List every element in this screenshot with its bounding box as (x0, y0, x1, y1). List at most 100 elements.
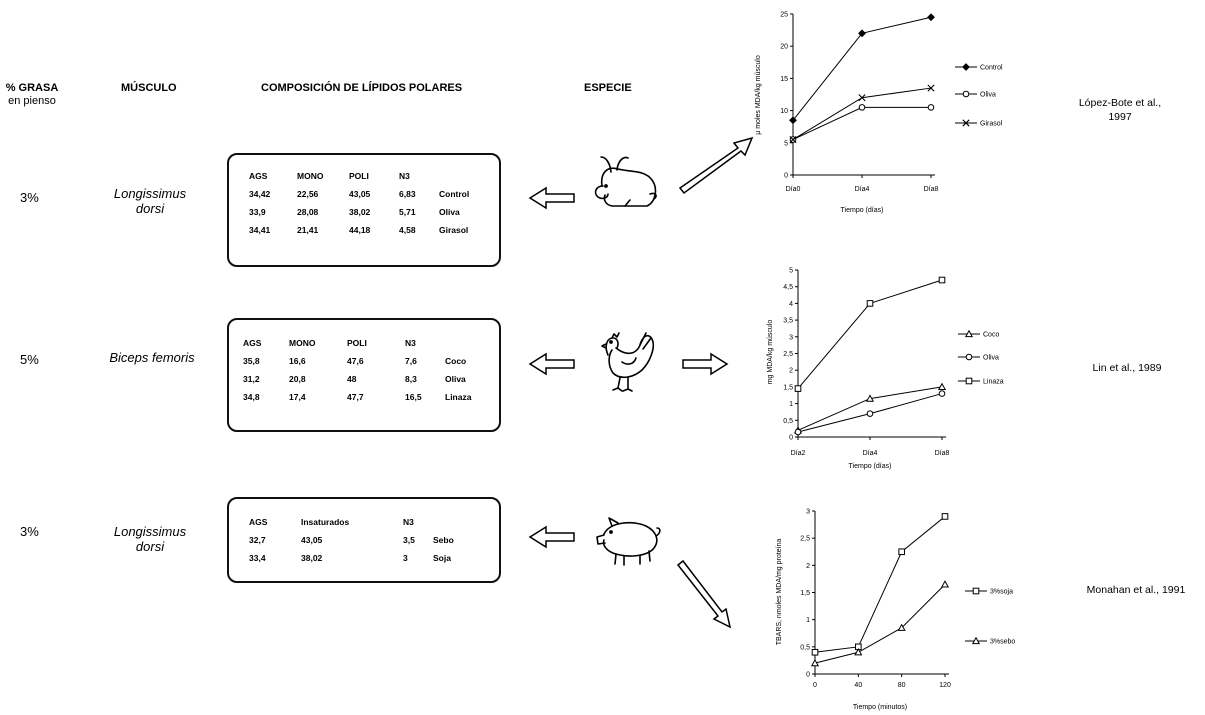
x-axis-label: Tiempo (días) (841, 207, 884, 214)
row3-musculo: Longissimus dorsi (100, 524, 200, 554)
table-header-row: AGS MONO POLI N3 (243, 334, 485, 352)
x-tick-label: Día0 (786, 186, 801, 193)
table-header-row: AGS MONO POLI N3 (249, 167, 484, 185)
legend-marker (965, 377, 973, 385)
cell: 5,71 (399, 207, 416, 217)
cell: 22,56 (297, 189, 319, 199)
col-ags: AGS (243, 338, 262, 348)
y-axis-label: mg MDA/kg músculo (767, 320, 774, 385)
reference-row2: Lin et al., 1989 (1072, 361, 1182, 375)
data-point (789, 135, 797, 144)
legend-marker (962, 90, 970, 98)
cell: 21,41 (297, 225, 319, 235)
x-tick-label: Día4 (863, 450, 878, 457)
y-tick-label: 5 (784, 140, 788, 147)
cell: 20,8 (289, 374, 306, 384)
reference-row2-line1: Lin et al., 1989 (1092, 362, 1162, 374)
y-tick-label: 0 (784, 173, 788, 180)
row1-musculo-line1: Longissimus (113, 186, 187, 201)
header-grasa: % GRASA en pienso (0, 82, 64, 108)
col-mono: MONO (289, 338, 316, 348)
cell: 7,6 (405, 356, 417, 366)
row1-musculo: Longissimus dorsi (100, 186, 200, 216)
header-grasa-sublabel: en pienso (8, 95, 56, 107)
data-point (794, 385, 802, 392)
table-row: 32,7 43,05 3,5 Sebo (249, 531, 473, 549)
table-row: 33,4 38,02 3 Soja (249, 549, 473, 567)
y-tick-label: 20 (780, 44, 788, 51)
cell: 34,8 (243, 392, 260, 402)
row2-lipid-table: AGS MONO POLI N3 35,8 16,6 47,6 7,6 Coco… (227, 318, 501, 432)
row1-grasa: 3% (20, 190, 39, 205)
cell: 44,18 (349, 225, 371, 235)
legend-label: 3%soja (990, 589, 1013, 596)
data-point (937, 382, 947, 390)
legend-marker (962, 119, 970, 127)
row2-grasa: 5% (20, 352, 39, 367)
x-tick-label: 0 (813, 682, 817, 689)
x-tick-label: Día4 (855, 186, 870, 193)
table-row: 31,2 20,8 48 8,3 Oliva (243, 370, 485, 388)
y-tick-label: 1,5 (783, 384, 793, 391)
cell: Oliva (445, 374, 466, 384)
row3-lipid-table: AGS Insaturados N3 32,7 43,05 3,5 Sebo 3… (227, 497, 501, 583)
y-tick-label: 3 (789, 334, 793, 341)
cell: 34,42 (249, 189, 271, 199)
cell: 48 (347, 374, 357, 384)
row3-grasa: 3% (20, 524, 39, 539)
data-point (810, 658, 820, 667)
col-n3: N3 (403, 517, 414, 527)
data-point (794, 428, 802, 436)
data-point (897, 623, 906, 631)
data-point (927, 104, 935, 111)
series-line-linaza (797, 279, 943, 389)
series-line-girasol (792, 87, 932, 141)
x-axis-label: Tiempo (minutos) (853, 704, 907, 711)
arrow-left-icon (528, 186, 575, 210)
row2-musculo-line1: Biceps femoris (109, 350, 195, 365)
col-insaturados: Insaturados (301, 517, 350, 527)
cell: 43,05 (301, 535, 323, 545)
table-row: 33,9 28,08 38,02 5,71 Oliva (249, 203, 484, 221)
row3-musculo-line1: Longissimus (113, 524, 187, 539)
cell: Linaza (445, 392, 472, 402)
cell: 38,02 (349, 207, 371, 217)
data-point (898, 548, 905, 556)
legend-label: Coco (983, 332, 999, 339)
arrow-down-right-icon (676, 559, 732, 629)
cell: 31,2 (243, 374, 260, 384)
legend-marker (971, 636, 981, 645)
cell: Coco (445, 356, 467, 366)
col-ags: AGS (249, 171, 268, 181)
y-tick-label: 0,5 (800, 644, 810, 651)
data-point (811, 648, 819, 656)
cell: 33,9 (249, 207, 266, 217)
data-point (927, 84, 935, 92)
cell: 16,5 (405, 392, 422, 402)
cell: 38,02 (301, 553, 323, 563)
y-axis-label: TBARS, nmoles MDA/mg proteína (776, 539, 783, 646)
data-point (858, 104, 866, 111)
row1-lipid-table: AGS MONO POLI N3 34,42 22,56 43,05 6,83 … (227, 153, 501, 267)
x-tick-label: Día8 (935, 450, 950, 457)
cell: 43,05 (349, 189, 371, 199)
cell: Girasol (439, 225, 469, 235)
cell: 47,6 (347, 356, 364, 366)
reference-row1-line2: 1997 (1108, 111, 1132, 123)
y-tick-label: 2,5 (800, 536, 810, 543)
chicken-icon (601, 332, 655, 392)
y-tick-label: 1 (806, 617, 810, 624)
data-point (858, 94, 866, 102)
header-especie: ESPECIE (584, 82, 632, 94)
col-n3: N3 (405, 338, 416, 348)
data-point (854, 648, 863, 656)
table-row: 34,41 21,41 44,18 4,58 Girasol (249, 221, 484, 239)
col-poli: POLI (349, 171, 369, 181)
legend-label: Oliva (983, 355, 999, 362)
reference-row3-line1: Monahan et al., 1991 (1086, 584, 1186, 596)
y-tick-label: 4,5 (783, 284, 793, 291)
cell: 3,5 (403, 535, 415, 545)
cell: 17,4 (289, 392, 306, 402)
y-tick-label: 0 (789, 435, 793, 442)
